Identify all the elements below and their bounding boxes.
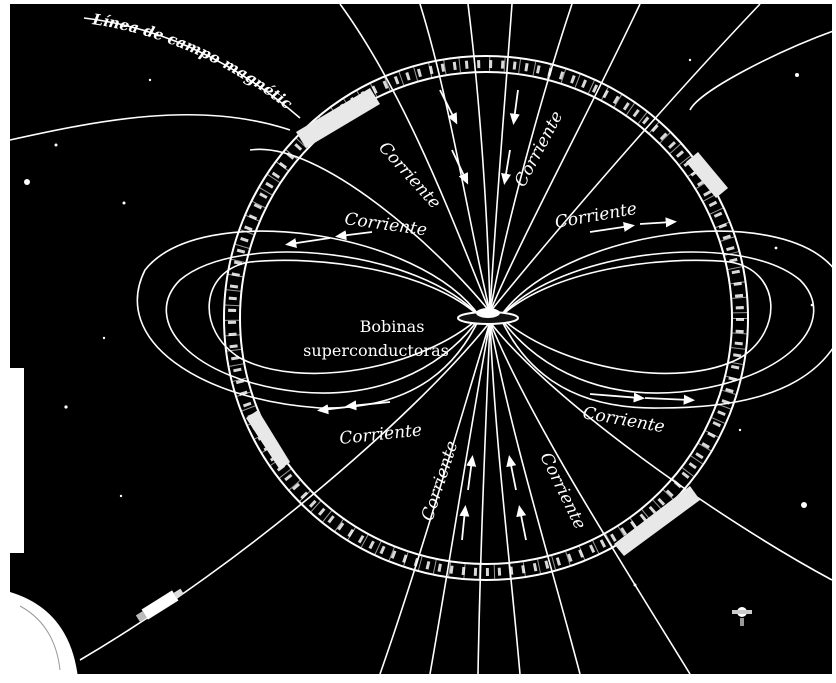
coils-label-line1: Bobinas — [360, 317, 425, 336]
satellite-icon — [732, 607, 752, 626]
current-arrows — [285, 89, 696, 541]
superconducting-coils — [457, 308, 519, 325]
spacecraft-icon — [135, 588, 184, 623]
habitat-ring — [223, 55, 749, 581]
space-background — [10, 4, 832, 674]
coils-label-line2: superconductoras — [303, 341, 449, 360]
field-lines — [9, 3, 836, 675]
planet-edge-icon — [10, 368, 78, 678]
ring-panels — [246, 88, 728, 556]
